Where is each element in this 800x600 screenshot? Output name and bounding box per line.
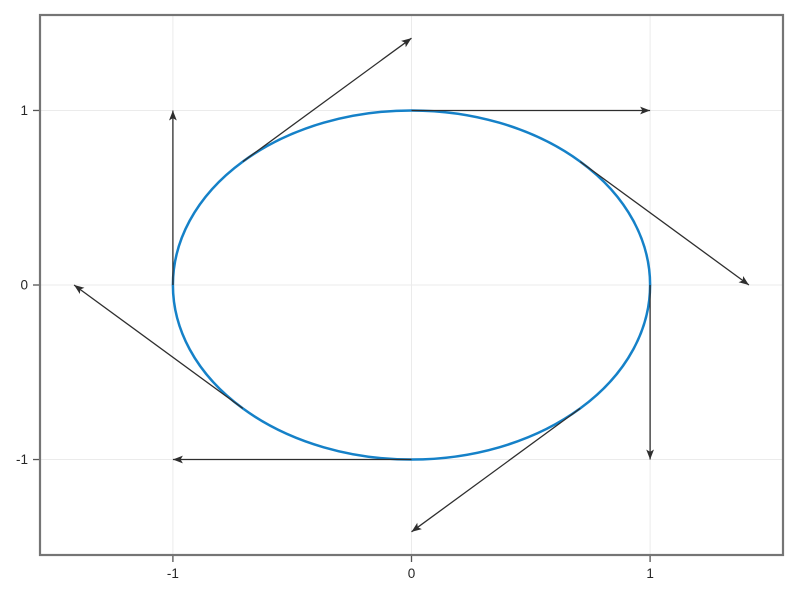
- x-tick-label: 1: [646, 566, 654, 581]
- x-tick-label: 0: [408, 566, 416, 581]
- y-tick-label: 1: [20, 103, 28, 118]
- tangent-vector-arrow: [411, 407, 581, 533]
- y-tick-label: 0: [20, 278, 28, 293]
- tangent-vector-arrow: [73, 284, 244, 409]
- axis-frame: [38, 13, 785, 557]
- tangent-vector-arrow: [579, 161, 750, 286]
- tangent-vector-arrow: [242, 37, 412, 163]
- y-tick-label: -1: [16, 452, 28, 467]
- x-tick-label: -1: [167, 566, 179, 581]
